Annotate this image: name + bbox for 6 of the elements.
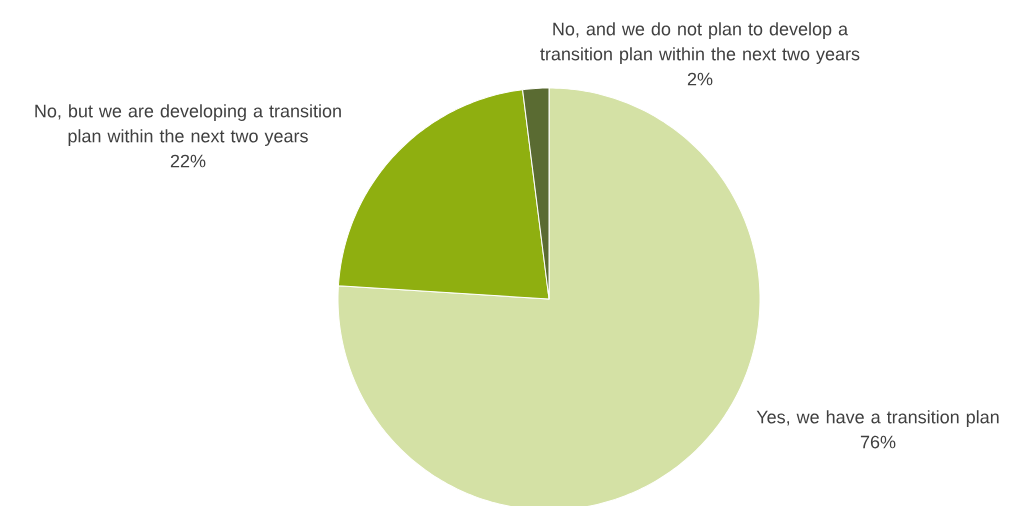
slice-label: No, and we do not plan to develop a transition plan within the next two years: [540, 22, 860, 64]
slice-label: No, but we are developing a transition plan within the next two years: [35, 104, 341, 146]
data-label: 76%: [860, 435, 896, 449]
data-label: 22%: [170, 154, 206, 168]
data-label: 2%: [687, 72, 713, 86]
slice-label: Yes, we have a transition plan: [756, 410, 999, 427]
